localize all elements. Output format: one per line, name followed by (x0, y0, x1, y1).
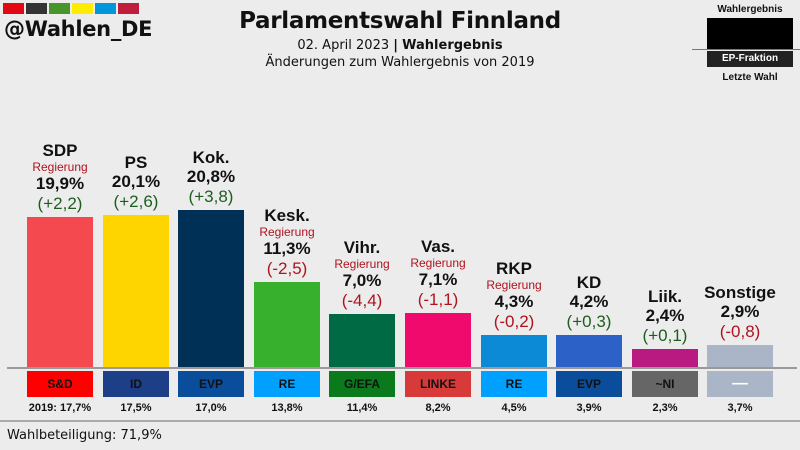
legend-previous-label: Letzte Wahl (722, 72, 778, 83)
previous-result: 17,0% (195, 402, 227, 414)
result-type: Wahlergebnis (402, 38, 503, 53)
party-name: Vas. (420, 237, 456, 256)
previous-result: 17,5% (120, 402, 152, 414)
party-change: (-0,8) (719, 322, 761, 341)
turnout-text: Wahlbeteiligung: 71,9% (7, 428, 162, 443)
party-name: Kok. (192, 148, 230, 167)
party-name: PS (124, 153, 148, 172)
party-name: Liik. (647, 287, 682, 306)
previous-result: 11,4% (346, 402, 378, 414)
election-date: 02. April 2023 (297, 38, 390, 53)
party-change: (+0,1) (642, 326, 688, 345)
bar-label-group: KD 4,2% (+0,3) (539, 273, 639, 332)
chart-title: Parlamentswahl Finnland (239, 8, 561, 34)
flag-color-4 (95, 3, 116, 14)
bar-label-group: Kesk. Regierung 11,3% (-2,5) (237, 206, 337, 279)
party-percent: 2,4% (645, 306, 685, 325)
party-percent: 4,2% (569, 292, 609, 311)
ep-group-label: LINKE (405, 371, 471, 397)
party-name: SDP (42, 141, 78, 160)
chart-date-line: 02. April 2023 | Wahlergebnis (0, 38, 800, 53)
party-percent: 4,3% (494, 292, 534, 311)
flag-strip (3, 3, 139, 14)
bar-8 (632, 349, 698, 367)
party-name: Kesk. (264, 206, 310, 225)
party-percent: 20,8% (186, 167, 236, 186)
chart-subtitle: Änderungen zum Wahlergebnis von 2019 (265, 55, 535, 70)
party-percent: 7,1% (418, 270, 458, 289)
bar-label-group: PS 20,1% (+2,6) (86, 153, 186, 212)
bar-1 (103, 215, 169, 367)
government-tag: Regierung (334, 257, 390, 271)
account-handle: @Wahlen_DE (4, 17, 153, 41)
party-name: Vihr. (343, 238, 381, 257)
party-percent: 19,9% (35, 174, 85, 193)
government-tag: Regierung (410, 256, 466, 270)
bar-6 (481, 335, 547, 367)
ep-group-label: RE (481, 371, 547, 397)
flag-color-1 (26, 3, 47, 14)
legend-result-label: Wahlergebnis (717, 4, 783, 15)
bar-label-group: Vas. Regierung 7,1% (-1,1) (388, 237, 488, 310)
party-change: (-2,5) (266, 259, 308, 278)
ep-group-label: RE (254, 371, 320, 397)
bar-3 (254, 282, 320, 367)
party-percent: 7,0% (342, 271, 382, 290)
party-name: Sonstige (704, 283, 776, 302)
party-change: (+0,3) (566, 312, 612, 331)
government-tag: Regierung (32, 160, 88, 174)
party-change: (+3,8) (188, 187, 234, 206)
party-change: (-0,2) (493, 312, 535, 331)
previous-result: 4,5% (501, 402, 527, 414)
previous-result: 2,3% (652, 402, 678, 414)
legend-result-swatch (707, 18, 793, 49)
bar-label-group: Vihr. Regierung 7,0% (-4,4) (312, 238, 412, 311)
footer-divider (0, 420, 800, 422)
party-change: (+2,6) (113, 192, 159, 211)
ep-group-label: ~NI (632, 371, 698, 397)
bar-label-group: Kok. 20,8% (+3,8) (161, 148, 261, 207)
party-change: (-4,4) (341, 291, 383, 310)
bar-label-group: RKP Regierung 4,3% (-0,2) (464, 259, 564, 332)
bar-4 (329, 314, 395, 367)
legend-ep-label: EP-Fraktion (707, 51, 793, 67)
ep-group-label: ID (103, 371, 169, 397)
bar-label-group: Sonstige 2,9% (-0,8) (690, 283, 790, 342)
legend: Wahlergebnis EP-Fraktion Letzte Wahl (692, 0, 800, 83)
previous-result: 2019: 17,7% (28, 402, 92, 414)
flag-color-2 (49, 3, 70, 14)
ep-group-label: G/EFA (329, 371, 395, 397)
flag-color-0 (3, 3, 24, 14)
bar-5 (405, 313, 471, 367)
separator: | (393, 38, 399, 53)
party-percent: 2,9% (720, 302, 760, 321)
bar-label-group: Liik. 2,4% (+0,1) (615, 287, 715, 346)
party-percent: 20,1% (111, 172, 161, 191)
bar-2 (178, 210, 244, 367)
previous-result: 13,8% (271, 402, 303, 414)
bar-label-group: SDP Regierung 19,9% (+2,2) (10, 141, 110, 214)
party-percent: 11,3% (263, 239, 311, 258)
party-change: (-1,1) (417, 290, 459, 309)
party-change: (+2,2) (37, 194, 83, 213)
chart-baseline (7, 367, 797, 369)
ep-group-label: S&D (27, 371, 93, 397)
government-tag: Regierung (259, 225, 315, 239)
bar-7 (556, 335, 622, 367)
ep-group-label: — (707, 371, 773, 397)
party-name: KD (576, 273, 602, 292)
flag-color-5 (118, 3, 139, 14)
government-tag: Regierung (486, 278, 542, 292)
flag-color-3 (72, 3, 93, 14)
legend-baseline (692, 49, 800, 50)
party-name: RKP (496, 259, 532, 278)
ep-group-label: EVP (556, 371, 622, 397)
previous-result: 3,9% (576, 402, 602, 414)
previous-result: 8,2% (425, 402, 451, 414)
bar-9 (707, 345, 773, 367)
previous-result: 3,7% (727, 402, 753, 414)
bar-0 (27, 217, 93, 367)
ep-group-label: EVP (178, 371, 244, 397)
